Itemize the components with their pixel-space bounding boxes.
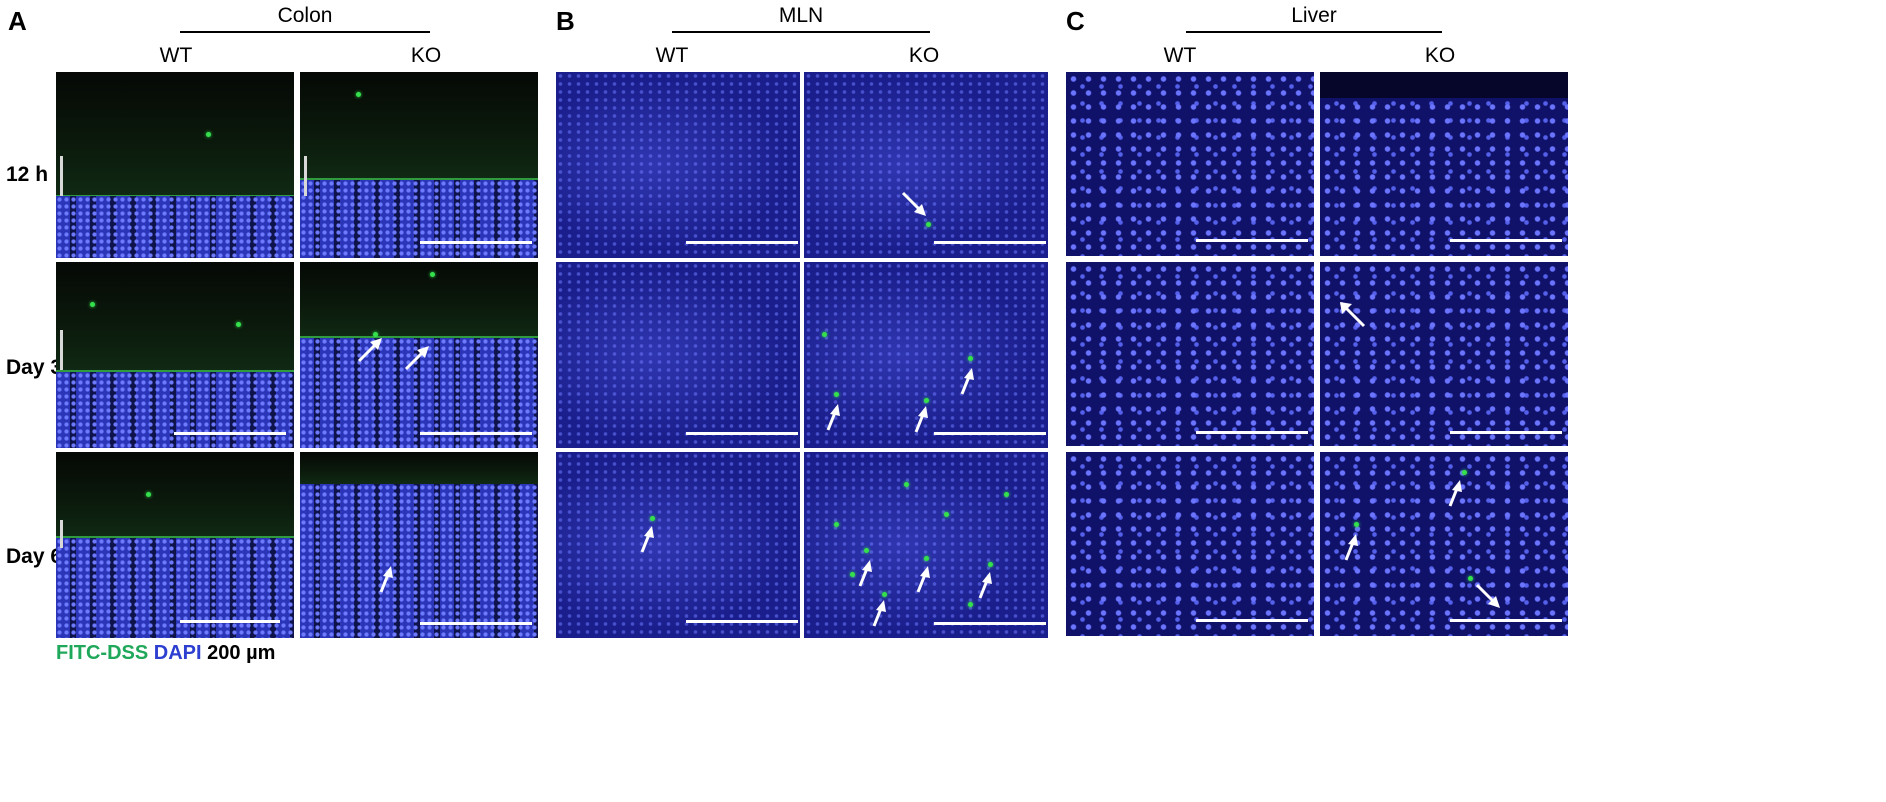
arrow-icon (1339, 301, 1366, 328)
arrow-icon (826, 404, 840, 431)
liver-ko-day6-image (1320, 452, 1568, 636)
colon-wt-day3-image (56, 262, 294, 448)
colon-wt-12h-image (56, 72, 294, 258)
mln-ko-day3-image (804, 262, 1048, 448)
panel-c-col-wt: WT (1163, 44, 1197, 67)
arrow-icon (978, 572, 992, 599)
arrow-icon (901, 191, 926, 216)
arrow-icon (379, 566, 393, 593)
legend-scale: 200 µm (207, 642, 276, 664)
arrow-icon (914, 406, 928, 433)
arrow-icon (960, 368, 974, 395)
panel-b-title-line (672, 31, 930, 33)
mln-wt-day6-image (556, 452, 800, 638)
liver-wt-day3-image (1066, 262, 1314, 446)
panel-c-title: Liver (1291, 4, 1337, 27)
panel-b-col-wt: WT (655, 44, 689, 67)
arrow-icon (357, 338, 382, 363)
arrow-icon (916, 566, 930, 593)
row-label-day6: Day 6 (6, 545, 63, 568)
panel-c-col-ko: KO (1424, 44, 1456, 67)
colon-ko-12h-image (300, 72, 538, 258)
colon-ko-day6-image (300, 452, 538, 638)
panel-a-title: Colon (277, 4, 333, 27)
panel-c-title-line (1186, 31, 1442, 33)
panel-b-col-ko: KO (908, 44, 940, 67)
mln-wt-12h-image (556, 72, 800, 258)
row-label-12h: 12 h (6, 163, 49, 186)
legend-dapi: DAPI (153, 642, 202, 664)
panel-letter-a: A (8, 6, 27, 36)
row-label-day3: Day 3 (6, 356, 63, 379)
liver-wt-day6-image (1066, 452, 1314, 636)
panel-a-title-line (180, 31, 430, 33)
panel-letter-b: B (556, 6, 575, 36)
panel-a-col-wt: WT (159, 44, 193, 67)
arrow-icon (858, 560, 872, 587)
arrow-icon (872, 600, 886, 627)
liver-wt-12h-image (1066, 72, 1314, 256)
mln-wt-day3-image (556, 262, 800, 448)
panel-b-title: MLN (778, 4, 824, 27)
arrow-icon (1448, 480, 1462, 507)
legend: FITC-DSS DAPI 200 µm (56, 642, 275, 665)
arrow-icon (1344, 534, 1358, 561)
mln-ko-day6-image (804, 452, 1048, 638)
colon-ko-day3-image (300, 262, 538, 448)
panel-letter-c: C (1066, 6, 1085, 36)
panel-a-col-ko: KO (410, 44, 442, 67)
liver-ko-day3-image (1320, 262, 1568, 446)
liver-ko-12h-image (1320, 72, 1568, 256)
mln-ko-12h-image (804, 72, 1048, 258)
legend-fitc-dss: FITC-DSS (56, 642, 149, 664)
arrow-icon (404, 346, 429, 371)
colon-wt-day6-image (56, 452, 294, 638)
arrow-icon (640, 526, 654, 553)
arrow-icon (1475, 583, 1500, 608)
